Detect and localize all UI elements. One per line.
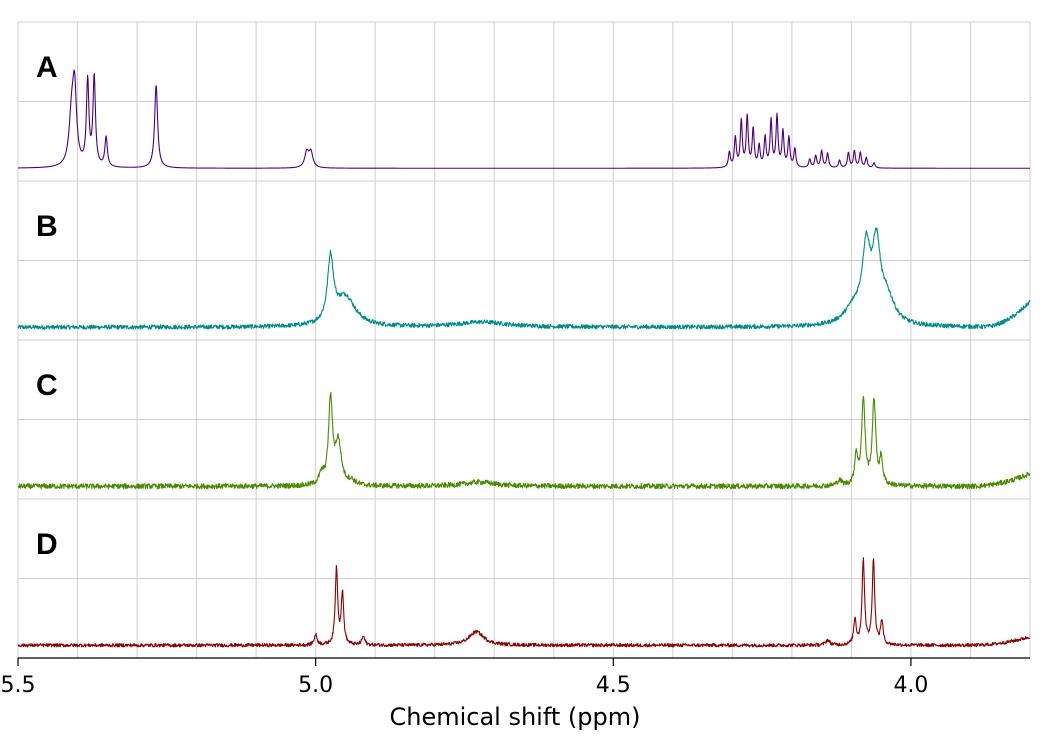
x-tick-label: 5.5 — [1, 673, 36, 698]
x-axis-title: Chemical shift (ppm) — [389, 703, 640, 731]
x-tick-label: 4.5 — [596, 673, 631, 698]
spectrum-trace-a — [17, 69, 1031, 169]
spectrum-trace-b — [17, 227, 1031, 330]
x-tick-label: 5.0 — [298, 673, 333, 698]
panel-labels: A B C D — [36, 51, 58, 561]
grid — [17, 21, 1031, 659]
spectrum-trace-d — [17, 557, 1031, 648]
x-axis: 5.5 5.0 4.5 4.0 — [1, 657, 1030, 698]
spectrum-trace-c — [17, 391, 1031, 490]
x-tick-label: 4.0 — [893, 673, 928, 698]
panel-label-d: D — [36, 528, 58, 561]
panel-label-b: B — [36, 210, 58, 243]
panel-label-a: A — [36, 51, 58, 84]
panel-label-c: C — [36, 369, 58, 402]
spectra-traces — [17, 69, 1031, 648]
